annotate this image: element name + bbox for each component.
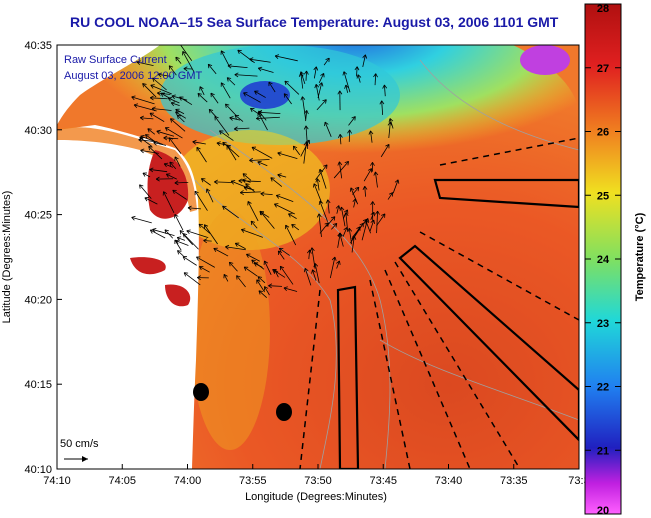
bay-area bbox=[147, 150, 189, 219]
legend-line2: August 03, 2006 12:00 GMT bbox=[64, 70, 202, 82]
x-tick-label: 73:40 bbox=[435, 475, 463, 487]
x-tick-label: 74:05 bbox=[108, 475, 136, 487]
x-tick-label: 74:00 bbox=[174, 475, 202, 487]
y-axis-title: Latitude (Degrees:Minutes) bbox=[1, 191, 13, 324]
station-marker-1 bbox=[193, 383, 209, 401]
scale-label: 50 cm/s bbox=[60, 438, 99, 450]
y-tick-label: 40:20 bbox=[24, 294, 52, 306]
legend-line1: Raw Surface Current bbox=[64, 54, 167, 66]
colorbar-tick-label: 24 bbox=[597, 254, 610, 266]
colorbar-tick-label: 26 bbox=[597, 127, 609, 139]
y-tick-label: 40:30 bbox=[24, 125, 52, 137]
x-tick-label: 73:3 bbox=[568, 475, 589, 487]
y-tick-label: 40:15 bbox=[24, 379, 52, 391]
y-tick-label: 40:10 bbox=[24, 464, 52, 476]
x-tick-label: 73:55 bbox=[239, 475, 267, 487]
colorbar-tick-label: 25 bbox=[597, 190, 609, 202]
x-axis: 74:10 74:05 74:00 73:55 73:50 73:45 73:40 73:35… bbox=[43, 464, 590, 487]
colorbar-title: Temperature (°C) bbox=[634, 212, 646, 301]
survey-lines bbox=[299, 137, 579, 469]
colorbar-tick-label: 21 bbox=[597, 445, 609, 457]
x-tick-label: 73:50 bbox=[304, 475, 332, 487]
survey-boxes bbox=[336, 178, 579, 469]
station-marker-2 bbox=[276, 403, 292, 421]
colorbar-tick-label: 28 bbox=[597, 3, 609, 15]
colorbar-tick-label: 27 bbox=[597, 63, 609, 75]
x-axis-title: Longitude (Degrees:Minutes) bbox=[245, 491, 387, 503]
y-tick-label: 40:25 bbox=[24, 210, 52, 222]
land-north bbox=[57, 45, 160, 125]
sst-field bbox=[57, 45, 579, 469]
colorbar-ticks: 28 27 26 25 24 23 22 21 20 bbox=[585, 3, 621, 517]
colorbar-tick-label: 22 bbox=[597, 382, 609, 394]
x-tick-label: 74:10 bbox=[43, 475, 71, 487]
colorbar-tick-label: 20 bbox=[597, 505, 609, 517]
x-tick-label: 73:45 bbox=[369, 475, 397, 487]
y-tick-label: 40:35 bbox=[24, 40, 52, 52]
colorbar-tick-label: 23 bbox=[597, 318, 609, 330]
map-title: RU COOL NOAA–15 Sea Surface Temperature:… bbox=[70, 14, 559, 30]
y-axis: 40:35 40:30 40:25 40:20 40:15 40:10 bbox=[24, 40, 62, 476]
current-vectors bbox=[131, 45, 400, 299]
x-tick-label: 73:35 bbox=[500, 475, 528, 487]
